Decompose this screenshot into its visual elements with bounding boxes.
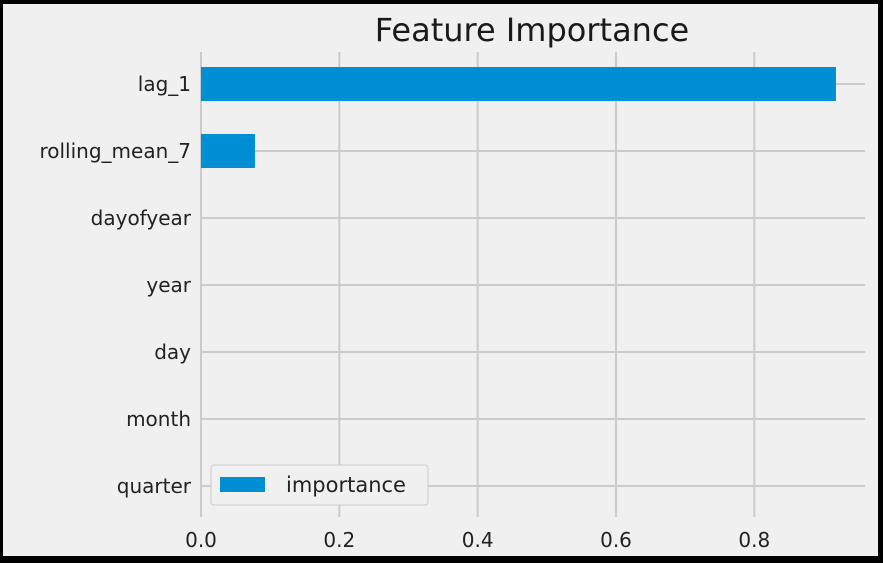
chart-title: Feature Importance (375, 11, 689, 49)
y-tick-label: month (126, 407, 191, 431)
feature-importance-chart: Feature Importance lag_1 rolling_mean_7da… (39, 11, 865, 552)
y-tick-labels: lag_1 rolling_mean_7 dayofyear year day month… (39, 72, 191, 498)
x-tick-label: 0.8 (738, 528, 770, 552)
x-tick-label: 0.6 (600, 528, 632, 552)
y-tick-label: lag_1 (138, 72, 191, 96)
grid-lines (200, 52, 865, 517)
legend-label-importance: importance (286, 473, 406, 497)
bars (201, 67, 836, 168)
legend-box (210, 464, 429, 506)
legend: importance (210, 464, 429, 506)
bar-rolling_mean_7 (201, 134, 255, 168)
y-tick-label: dayofyear (91, 206, 192, 230)
y-tick-label: day (154, 340, 191, 364)
bar-lag_1 (201, 67, 836, 101)
legend-swatch (220, 477, 265, 492)
x-tick-label: 0.2 (323, 528, 355, 552)
y-tick-label: year (146, 273, 191, 297)
y-tick-label: quarter (117, 474, 192, 498)
x-tick-label: 0.4 (462, 528, 494, 552)
x-tick-label: 0.0 (185, 528, 217, 552)
y-tick-label: rolling_mean_7 (39, 139, 191, 163)
x-tick-labels: 0.0 0.2 0.4 0.6 0.8 (185, 528, 770, 552)
